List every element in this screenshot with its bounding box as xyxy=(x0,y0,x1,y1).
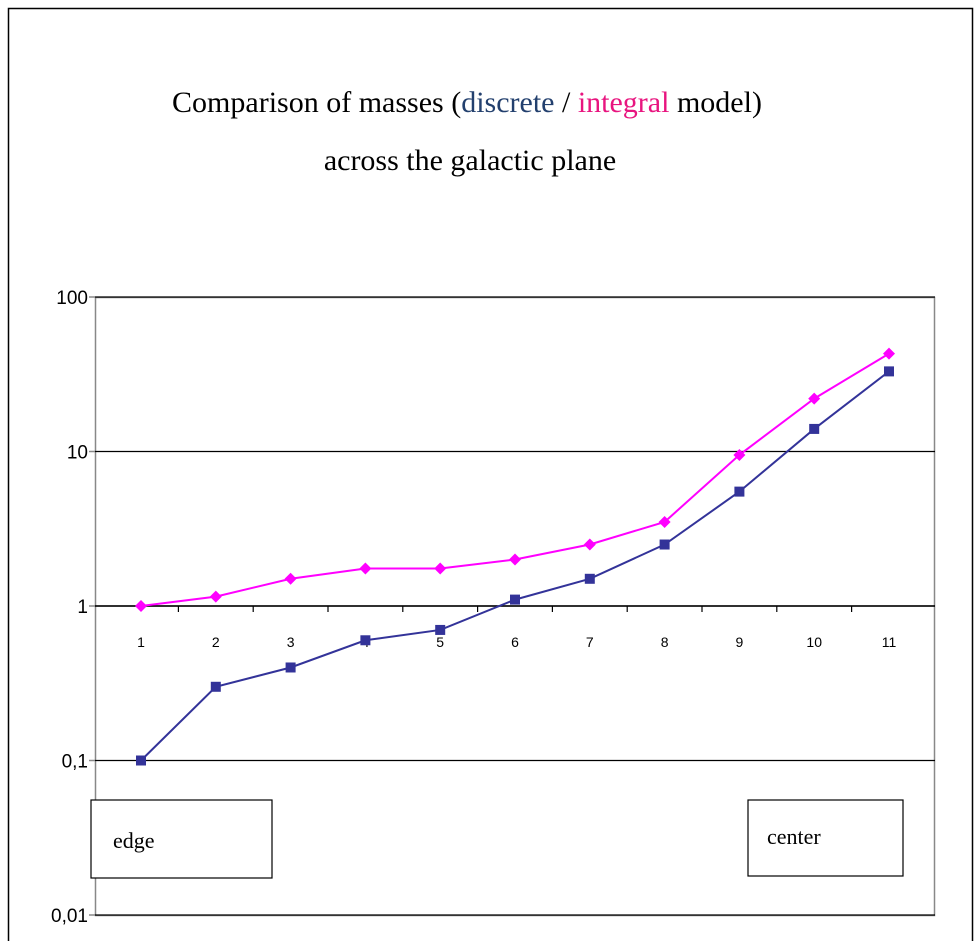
marker xyxy=(883,347,895,360)
title-segment: discrete xyxy=(461,86,554,119)
marker xyxy=(435,624,446,635)
marker xyxy=(359,562,372,575)
x-tick-label: 11 xyxy=(882,634,897,650)
series-line xyxy=(140,352,890,607)
marker xyxy=(509,553,521,566)
x-tick-label: 3 xyxy=(287,634,295,650)
y-tick-label: 1 xyxy=(77,597,88,618)
marker xyxy=(434,562,447,575)
marker xyxy=(734,486,745,497)
chart-title: Comparison of masses (discrete / integra… xyxy=(172,86,762,119)
x-tick-label: 8 xyxy=(661,634,669,650)
title-segment: Comparison of masses ( xyxy=(172,86,461,119)
marker xyxy=(285,662,296,673)
marker xyxy=(583,538,596,551)
marker xyxy=(884,366,894,377)
x-tick-label: 1 xyxy=(137,634,145,650)
annotation-box xyxy=(90,799,273,879)
x-tick-label: 6 xyxy=(511,634,519,650)
title-segment: / xyxy=(554,86,577,119)
marker xyxy=(808,392,821,405)
frame xyxy=(7,7,974,941)
marker xyxy=(360,635,371,646)
x-tick-label: 7 xyxy=(586,634,594,650)
marker xyxy=(658,515,671,528)
annotation: center xyxy=(767,824,821,849)
marker xyxy=(135,600,147,612)
marker xyxy=(284,572,297,585)
x-tick-label: 2 xyxy=(212,634,220,650)
annotation: edge xyxy=(113,828,155,853)
marker xyxy=(510,594,520,605)
annotation-box xyxy=(747,799,904,877)
marker xyxy=(210,681,221,692)
chart-subtitle: across the galactic plane xyxy=(324,144,616,177)
x-tick-label: 9 xyxy=(736,634,744,650)
x-tick-label: 5 xyxy=(436,634,444,650)
title-segment: model) xyxy=(669,86,761,119)
marker xyxy=(733,448,746,461)
marker xyxy=(136,755,146,766)
marker xyxy=(809,423,820,434)
y-tick-label: 100 xyxy=(56,288,88,309)
y-tick-label: 0,01 xyxy=(51,906,88,927)
y-tick-label: 0,1 xyxy=(62,752,88,773)
series-line xyxy=(140,370,890,762)
x-tick-label: 10 xyxy=(806,634,822,650)
title-segment: integral xyxy=(578,86,670,119)
marker xyxy=(584,573,595,584)
marker xyxy=(209,590,222,603)
y-tick-label: 10 xyxy=(67,443,88,464)
marker xyxy=(659,539,670,550)
